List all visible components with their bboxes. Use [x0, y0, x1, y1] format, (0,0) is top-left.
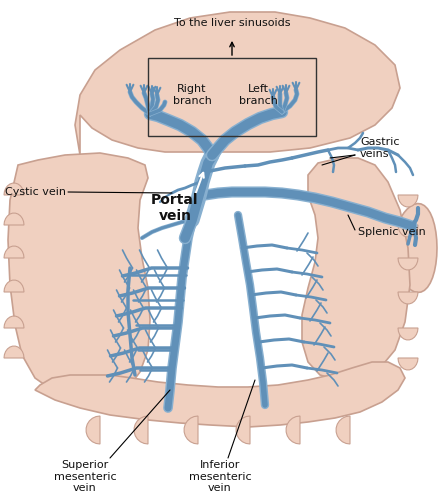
Polygon shape — [35, 362, 405, 427]
Polygon shape — [393, 204, 437, 292]
Polygon shape — [236, 416, 250, 444]
Polygon shape — [336, 416, 350, 444]
Polygon shape — [4, 183, 24, 195]
Polygon shape — [184, 416, 198, 444]
Text: Portal
vein: Portal vein — [151, 193, 199, 223]
Polygon shape — [4, 346, 24, 358]
Polygon shape — [398, 292, 418, 304]
Polygon shape — [4, 316, 24, 328]
Text: Superior
mesenteric
vein: Superior mesenteric vein — [54, 460, 116, 493]
Polygon shape — [398, 358, 418, 370]
Text: To the liver sinusoids: To the liver sinusoids — [174, 18, 290, 28]
Text: Gastric
veins: Gastric veins — [360, 137, 400, 159]
Bar — [148, 58, 316, 136]
Text: Cystic vein: Cystic vein — [5, 187, 66, 197]
Text: Inferior
mesenteric
vein: Inferior mesenteric vein — [189, 460, 251, 493]
Text: Right
branch: Right branch — [172, 84, 211, 106]
Polygon shape — [4, 246, 24, 258]
Polygon shape — [86, 416, 100, 444]
Polygon shape — [4, 213, 24, 225]
Polygon shape — [398, 328, 418, 340]
Text: Left
branch: Left branch — [239, 84, 277, 106]
Text: Splenic vein: Splenic vein — [358, 227, 426, 237]
Polygon shape — [4, 280, 24, 292]
Polygon shape — [398, 225, 418, 237]
Polygon shape — [398, 258, 418, 270]
Polygon shape — [398, 195, 418, 207]
Polygon shape — [302, 158, 410, 380]
Polygon shape — [134, 416, 148, 444]
Polygon shape — [8, 153, 150, 400]
Polygon shape — [286, 416, 300, 444]
Polygon shape — [75, 12, 400, 155]
